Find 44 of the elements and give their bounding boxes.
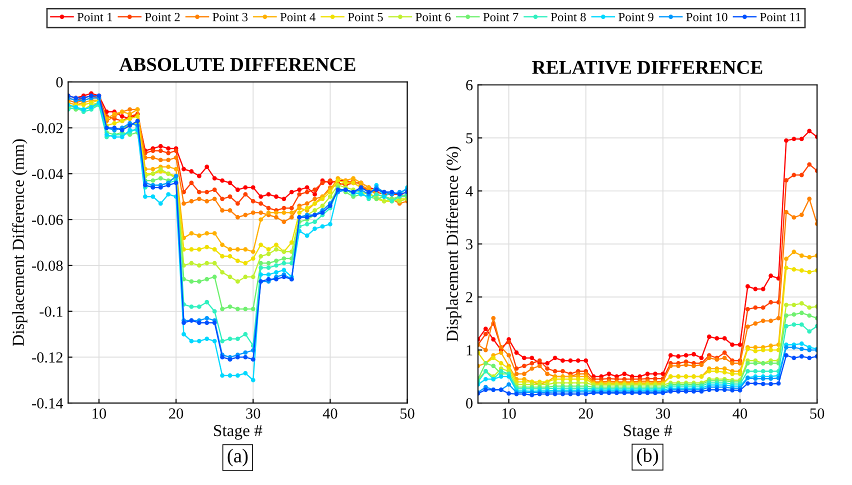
y-tick-label: 3 — [466, 239, 473, 250]
y-tick-label: -0.14 — [32, 398, 64, 409]
y-tick-label: 1 — [466, 345, 472, 356]
y-axis-title: Displacement Difference (mm) — [12, 139, 28, 346]
x-axis-title: Stage # — [214, 425, 262, 440]
y-tick-label: 0 — [56, 77, 63, 88]
y-axis-title: Displacement Difference (%) — [446, 146, 462, 342]
x-tick-label: 30 — [246, 408, 260, 419]
legend-label: Point 2 — [144, 12, 180, 22]
x-axis-title: Stage # — [624, 425, 672, 440]
x-tick-label: 40 — [732, 408, 748, 419]
legend-label: Point 6 — [416, 12, 451, 22]
x-tick-label: 20 — [578, 408, 593, 419]
x-tick-label: 10 — [92, 408, 106, 419]
chart-title: ABSOLUTE DIFFERENCE — [119, 58, 356, 72]
y-tick-label: 2 — [466, 292, 472, 302]
legend-label: Point 8 — [550, 12, 586, 22]
legend-label: Point 9 — [618, 12, 654, 22]
legend-label: Point 10 — [686, 12, 728, 22]
y-tick-label: -0.1 — [40, 306, 62, 317]
x-tick-label: 50 — [400, 408, 414, 419]
y-tick-label: 0 — [466, 398, 473, 408]
y-tick-label: -0.08 — [32, 260, 63, 271]
y-tick-label: 5 — [466, 133, 473, 144]
legend-label: Point 1 — [77, 12, 112, 22]
legend-label: Point 4 — [280, 12, 316, 22]
y-tick-label: -0.02 — [32, 122, 62, 134]
legend-label: Point 7 — [483, 12, 518, 22]
x-tick-label: 50 — [810, 408, 824, 419]
y-tick-label: -0.06 — [32, 214, 63, 226]
legend-label: Point 3 — [212, 12, 248, 22]
chart-title: RELATIVE DIFFERENCE — [532, 60, 762, 74]
legend-label: Point 11 — [760, 12, 801, 22]
y-tick-label: -0.04 — [32, 168, 64, 180]
x-tick-label: 40 — [322, 408, 338, 419]
text: (b) — [637, 448, 658, 466]
legend-label: Point 5 — [348, 12, 383, 22]
x-tick-label: 30 — [656, 408, 670, 419]
text: (a) — [228, 448, 248, 466]
x-tick-label: 10 — [502, 408, 516, 419]
y-tick-label: 4 — [466, 186, 473, 196]
y-tick-label: -0.12 — [32, 352, 62, 363]
x-tick-label: 20 — [169, 408, 184, 419]
y-tick-label: 6 — [466, 80, 473, 90]
